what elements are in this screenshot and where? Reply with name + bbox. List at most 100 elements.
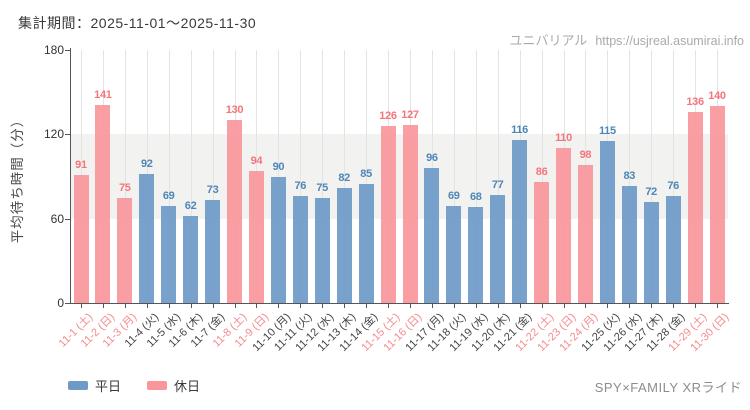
- weekday-bar: [424, 168, 440, 303]
- aggregation-period-label: 集計期間：2025-11-01～2025-11-30: [18, 15, 257, 31]
- holiday-bar: [227, 120, 242, 303]
- weekday-bar: [665, 196, 681, 303]
- weekday-bar: [621, 186, 637, 303]
- bar-value-label: 116: [511, 124, 529, 136]
- bar-value-label: 76: [667, 180, 679, 193]
- x-tick-mark: [102, 304, 104, 308]
- weekday-bar: [139, 173, 155, 303]
- bar-value-label: 94: [250, 154, 263, 167]
- holiday-bar: [73, 175, 89, 303]
- y-tick-label: 180: [43, 43, 64, 57]
- y-tick-mark: [65, 303, 70, 304]
- x-tick-mark: [410, 304, 411, 308]
- y-tick-label: 0: [57, 296, 64, 310]
- vertical-gridline: [366, 50, 368, 303]
- vertical-gridline: [124, 50, 126, 303]
- y-tick-mark: [65, 50, 70, 51]
- x-axis-line: [70, 303, 729, 304]
- holiday-bar: [117, 197, 133, 303]
- bar-value-label: 90: [272, 160, 285, 173]
- weekday-bar: [490, 194, 506, 303]
- x-tick-mark: [212, 304, 214, 308]
- y-tick-label: 60: [50, 211, 64, 226]
- x-tick-mark: [717, 304, 718, 308]
- watermark-url[interactable]: https://usjreal.asumirai.info: [595, 34, 744, 48]
- y-tick-label: 120: [43, 127, 64, 142]
- weekday-swatch: [68, 381, 88, 390]
- vertical-gridline: [168, 50, 170, 303]
- x-tick-mark: [541, 304, 543, 308]
- bar-value-label: 72: [645, 185, 657, 198]
- bar-value-label: 140: [708, 90, 726, 103]
- chart-plot-area: 91 141 75 92 69 62 73 130 94 90 76 75 82 85 126 127 96 69…: [70, 50, 728, 303]
- x-tick-mark: [585, 304, 587, 308]
- x-tick-mark: [366, 304, 368, 308]
- x-tick-mark: [168, 304, 170, 308]
- vertical-gridline: [651, 50, 653, 303]
- holiday-bar: [556, 148, 571, 303]
- vertical-gridline: [541, 50, 543, 303]
- bar-value-label: 69: [447, 190, 460, 202]
- x-tick-mark: [344, 304, 346, 308]
- shaded-band-60-120: [70, 134, 728, 219]
- y-tick-mark: [65, 134, 70, 136]
- bar-value-label: 86: [535, 166, 548, 179]
- weekday-bar: [512, 140, 528, 303]
- holiday-bar: [248, 170, 264, 303]
- x-tick-mark: [475, 304, 477, 308]
- vertical-gridline: [322, 50, 324, 303]
- holiday-bar: [577, 165, 593, 303]
- bar-value-label: 110: [555, 132, 572, 145]
- x-tick-mark: [695, 304, 697, 308]
- vertical-gridline: [497, 50, 499, 303]
- x-tick-mark: [388, 304, 389, 308]
- x-tick-mark: [81, 304, 82, 308]
- x-tick-mark: [519, 304, 521, 308]
- weekday-bar: [205, 200, 221, 303]
- vertical-gridline: [212, 50, 214, 303]
- x-tick-mark: [563, 304, 565, 308]
- holiday-bar: [687, 111, 703, 303]
- x-tick-mark: [124, 304, 126, 308]
- holiday-bar: [709, 106, 725, 303]
- vertical-gridline: [453, 50, 455, 303]
- x-tick-mark: [431, 304, 433, 308]
- x-tick-mark: [453, 304, 455, 308]
- y-tick-mark: [65, 218, 70, 220]
- legend-item-holiday: 休日: [147, 376, 200, 395]
- bar-value-label: 141: [94, 88, 112, 101]
- bar-value-label: 76: [294, 180, 307, 193]
- x-tick-mark: [497, 304, 499, 308]
- attraction-name: SPY×FAMILY XRライド: [594, 380, 742, 395]
- holiday-bar: [380, 125, 396, 303]
- vertical-gridline: [475, 50, 477, 303]
- vertical-gridline: [190, 50, 192, 303]
- weekday-bar: [599, 141, 615, 303]
- weekday-bar: [358, 183, 374, 303]
- weekday-bar: [183, 215, 199, 303]
- bar-value-label: 127: [401, 108, 419, 121]
- weekday-legend-label: 平日: [95, 379, 122, 394]
- x-tick-mark: [300, 304, 302, 308]
- bar-value-label: 98: [579, 149, 592, 162]
- weekday-bar: [336, 187, 352, 303]
- x-tick-mark: [256, 304, 258, 308]
- weekday-bar: [270, 176, 286, 303]
- holiday-swatch: [147, 381, 168, 390]
- bar-value-label: 130: [225, 104, 244, 117]
- bar-value-label: 75: [118, 181, 131, 194]
- weekday-bar: [468, 207, 484, 303]
- holiday-bar: [534, 182, 550, 303]
- x-tick-mark: [673, 304, 675, 308]
- bar-value-label: 69: [162, 190, 175, 202]
- bar-value-label: 136: [686, 95, 704, 108]
- legend: 平日 休日: [68, 376, 200, 395]
- bar-value-label: 75: [316, 181, 328, 194]
- bar-value-label: 85: [360, 167, 372, 180]
- x-tick-mark: [146, 304, 148, 308]
- bar-value-label: 96: [426, 152, 438, 165]
- weekday-bar: [161, 206, 177, 303]
- weekday-bar: [643, 201, 659, 303]
- holiday-bar: [95, 104, 111, 303]
